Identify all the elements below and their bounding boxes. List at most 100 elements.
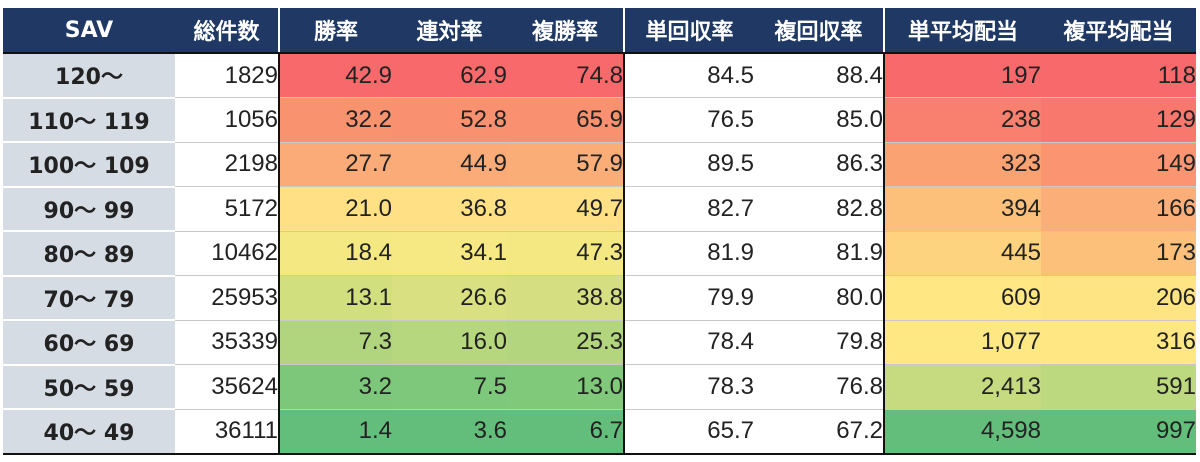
win-roi-cell: 79.9 — [624, 275, 754, 321]
header-win-avg-payout: 単平均配当 — [884, 8, 1041, 54]
header-show-roi: 複回収率 — [754, 8, 885, 54]
total-count-cell: 1056 — [175, 97, 280, 143]
show-avg-payout-cell: 997 — [1041, 409, 1196, 455]
show-avg-payout-cell: 118 — [1041, 53, 1196, 98]
show-avg-payout-cell: 166 — [1041, 186, 1196, 232]
top2-rate-cell: 34.1 — [392, 231, 507, 276]
sav-cell: 120～ — [3, 53, 175, 99]
show-avg-payout-cell: 206 — [1041, 275, 1196, 321]
show-rate-cell: 65.9 — [507, 97, 625, 143]
show-rate-cell: 47.3 — [507, 231, 625, 276]
win-roi-cell: 82.7 — [624, 186, 754, 232]
show-roi-cell: 81.9 — [754, 231, 885, 276]
show-avg-payout-cell: 316 — [1041, 320, 1196, 365]
table-row: 40～ 49 36111 1.4 3.6 6.7 65.7 67.2 4,598 997 — [3, 409, 1196, 455]
header-total-count: 総件数 — [175, 8, 280, 54]
total-count-cell: 1829 — [175, 53, 280, 98]
table-row: 90～ 99 5172 21.0 36.8 49.7 82.7 82.8 394 166 — [3, 186, 1196, 232]
top2-rate-cell: 16.0 — [392, 320, 507, 365]
win-rate-cell: 21.0 — [279, 186, 392, 232]
win-avg-payout-cell: 445 — [884, 231, 1041, 276]
win-roi-cell: 81.9 — [624, 231, 754, 276]
sav-stats-table: SAV 総件数 勝率 連対率 複勝率 単回収率 複回収率 単平均配当 複平均配当… — [3, 8, 1196, 455]
win-avg-payout-cell: 1,077 — [884, 320, 1041, 365]
win-avg-payout-cell: 394 — [884, 186, 1041, 232]
table-row: 100～ 109 2198 27.7 44.9 57.9 89.5 86.3 323 149 — [3, 142, 1196, 188]
show-roi-cell: 80.0 — [754, 275, 885, 321]
sav-cell: 110～ 119 — [3, 97, 175, 143]
table-row: 110～ 119 1056 32.2 52.8 65.9 76.5 85.0 238 129 — [3, 97, 1196, 143]
win-avg-payout-cell: 238 — [884, 97, 1041, 143]
table-row: 80～ 89 10462 18.4 34.1 47.3 81.9 81.9 445 173 — [3, 231, 1196, 277]
show-avg-payout-cell: 149 — [1041, 142, 1196, 187]
show-rate-cell: 38.8 — [507, 275, 625, 321]
table-row: 50～ 59 35624 3.2 7.5 13.0 78.3 76.8 2,413 591 — [3, 364, 1196, 410]
win-avg-payout-cell: 323 — [884, 142, 1041, 187]
header-show-rate: 複勝率 — [507, 8, 625, 54]
sav-cell: 40～ 49 — [3, 409, 175, 455]
win-rate-cell: 27.7 — [279, 142, 392, 187]
win-rate-cell: 13.1 — [279, 275, 392, 321]
table-body: 120～ 1829 42.9 62.9 74.8 84.5 88.4 197 118 110～ 1… — [3, 53, 1196, 455]
win-roi-cell: 89.5 — [624, 142, 754, 187]
show-roi-cell: 85.0 — [754, 97, 885, 143]
total-count-cell: 5172 — [175, 186, 280, 232]
total-count-cell: 35339 — [175, 320, 280, 365]
top2-rate-cell: 44.9 — [392, 142, 507, 187]
show-rate-cell: 6.7 — [507, 409, 625, 455]
win-rate-cell: 7.3 — [279, 320, 392, 365]
show-rate-cell: 49.7 — [507, 186, 625, 232]
total-count-cell: 10462 — [175, 231, 280, 276]
win-avg-payout-cell: 2,413 — [884, 364, 1041, 410]
total-count-cell: 2198 — [175, 142, 280, 187]
win-rate-cell: 1.4 — [279, 409, 392, 455]
total-count-cell: 25953 — [175, 275, 280, 321]
sav-cell: 80～ 89 — [3, 231, 175, 277]
sav-cell: 70～ 79 — [3, 275, 175, 321]
header-win-rate: 勝率 — [279, 8, 392, 54]
win-rate-cell: 42.9 — [279, 53, 392, 98]
win-roi-cell: 84.5 — [624, 53, 754, 98]
header-sav: SAV — [3, 8, 175, 54]
show-rate-cell: 25.3 — [507, 320, 625, 365]
top2-rate-cell: 3.6 — [392, 409, 507, 455]
win-roi-cell: 65.7 — [624, 409, 754, 455]
win-rate-cell: 3.2 — [279, 364, 392, 410]
top2-rate-cell: 62.9 — [392, 53, 507, 98]
win-avg-payout-cell: 4,598 — [884, 409, 1041, 455]
win-roi-cell: 78.3 — [624, 364, 754, 410]
win-rate-cell: 18.4 — [279, 231, 392, 276]
table-row: 70～ 79 25953 13.1 26.6 38.8 79.9 80.0 609 206 — [3, 275, 1196, 321]
show-avg-payout-cell: 173 — [1041, 231, 1196, 276]
show-roi-cell: 67.2 — [754, 409, 885, 455]
win-avg-payout-cell: 197 — [884, 53, 1041, 98]
top2-rate-cell: 52.8 — [392, 97, 507, 143]
header-win-roi: 単回収率 — [624, 8, 754, 54]
win-avg-payout-cell: 609 — [884, 275, 1041, 321]
show-roi-cell: 76.8 — [754, 364, 885, 410]
top2-rate-cell: 26.6 — [392, 275, 507, 321]
show-roi-cell: 82.8 — [754, 186, 885, 232]
show-rate-cell: 57.9 — [507, 142, 625, 187]
top2-rate-cell: 7.5 — [392, 364, 507, 410]
top2-rate-cell: 36.8 — [392, 186, 507, 232]
header-show-avg-payout: 複平均配当 — [1041, 8, 1196, 54]
total-count-cell: 35624 — [175, 364, 280, 410]
header-row: SAV 総件数 勝率 連対率 複勝率 単回収率 複回収率 単平均配当 複平均配当 — [3, 8, 1196, 54]
show-roi-cell: 86.3 — [754, 142, 885, 187]
table-row: 60～ 69 35339 7.3 16.0 25.3 78.4 79.8 1,077 316 — [3, 320, 1196, 366]
sav-cell: 60～ 69 — [3, 320, 175, 366]
sav-cell: 90～ 99 — [3, 186, 175, 232]
win-rate-cell: 32.2 — [279, 97, 392, 143]
win-roi-cell: 78.4 — [624, 320, 754, 365]
show-avg-payout-cell: 129 — [1041, 97, 1196, 143]
show-rate-cell: 74.8 — [507, 53, 625, 98]
header-top2-rate: 連対率 — [392, 8, 507, 54]
show-avg-payout-cell: 591 — [1041, 364, 1196, 410]
sav-cell: 50～ 59 — [3, 364, 175, 410]
win-roi-cell: 76.5 — [624, 97, 754, 143]
show-rate-cell: 13.0 — [507, 364, 625, 410]
show-roi-cell: 79.8 — [754, 320, 885, 365]
sav-cell: 100～ 109 — [3, 142, 175, 188]
